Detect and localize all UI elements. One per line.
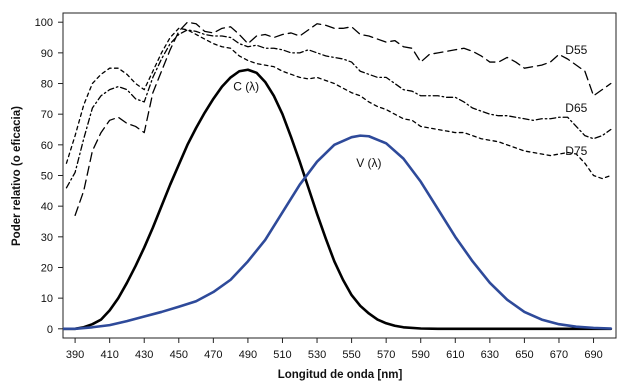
y-axis-title: Poder relativo (o eficacia): [11, 106, 23, 246]
series-line-c: [63, 68, 613, 331]
x-tick-label: 650: [515, 349, 533, 361]
x-tick-label: 430: [135, 349, 153, 361]
x-tick-label: 590: [412, 349, 430, 361]
annotation-c: C (λ): [233, 80, 259, 94]
x-tick-label: 530: [308, 349, 326, 361]
x-tick-label: 410: [100, 349, 118, 361]
y-tick-label: 70: [41, 109, 53, 121]
x-tick-label: 510: [273, 349, 291, 361]
y-tick-label: 20: [41, 262, 53, 274]
plot-frame: [62, 12, 617, 339]
x-tick-label: 550: [342, 349, 360, 361]
y-tick-label: 40: [41, 201, 53, 213]
x-tick-label: 470: [204, 349, 222, 361]
x-tick-label: 390: [66, 349, 84, 361]
annotation-d65: D65: [565, 101, 587, 115]
y-tick-label: 0: [47, 324, 53, 336]
x-tick-label: 630: [481, 349, 499, 361]
annotation-d75: D75: [565, 144, 587, 158]
y-tick-label: 100: [35, 17, 53, 29]
x-tick-label: 610: [446, 349, 464, 361]
axis-layer: 0 10 20 30 40 50 60 70 80 90 100 390 410 430 450 470 490…: [35, 17, 603, 361]
annotation-d55: D55: [565, 43, 587, 57]
x-tick-label: 570: [377, 349, 395, 361]
y-tick-label: 90: [41, 48, 53, 60]
annotation-v: V (λ): [356, 156, 381, 170]
x-tick-label: 490: [239, 349, 257, 361]
x-tick-label: 450: [170, 349, 188, 361]
y-tick-label: 10: [41, 293, 53, 305]
y-tick-label: 80: [41, 79, 53, 91]
x-tick-label: 670: [550, 349, 568, 361]
y-tick-label: 50: [41, 171, 53, 183]
series-line-v: [63, 134, 613, 331]
series-line-d75: [65, 27, 612, 180]
annotations: C (λ) V (λ) D55 D65 D75: [233, 43, 587, 170]
series-line-d55: [74, 21, 612, 217]
y-tick-label: 30: [41, 232, 53, 244]
x-axis-title: Longitud de onda [nm]: [278, 369, 403, 381]
series-line-d65: [65, 29, 612, 189]
series-layer: [63, 21, 613, 331]
x-tick-label: 690: [584, 349, 602, 361]
y-tick-label: 60: [41, 140, 53, 152]
